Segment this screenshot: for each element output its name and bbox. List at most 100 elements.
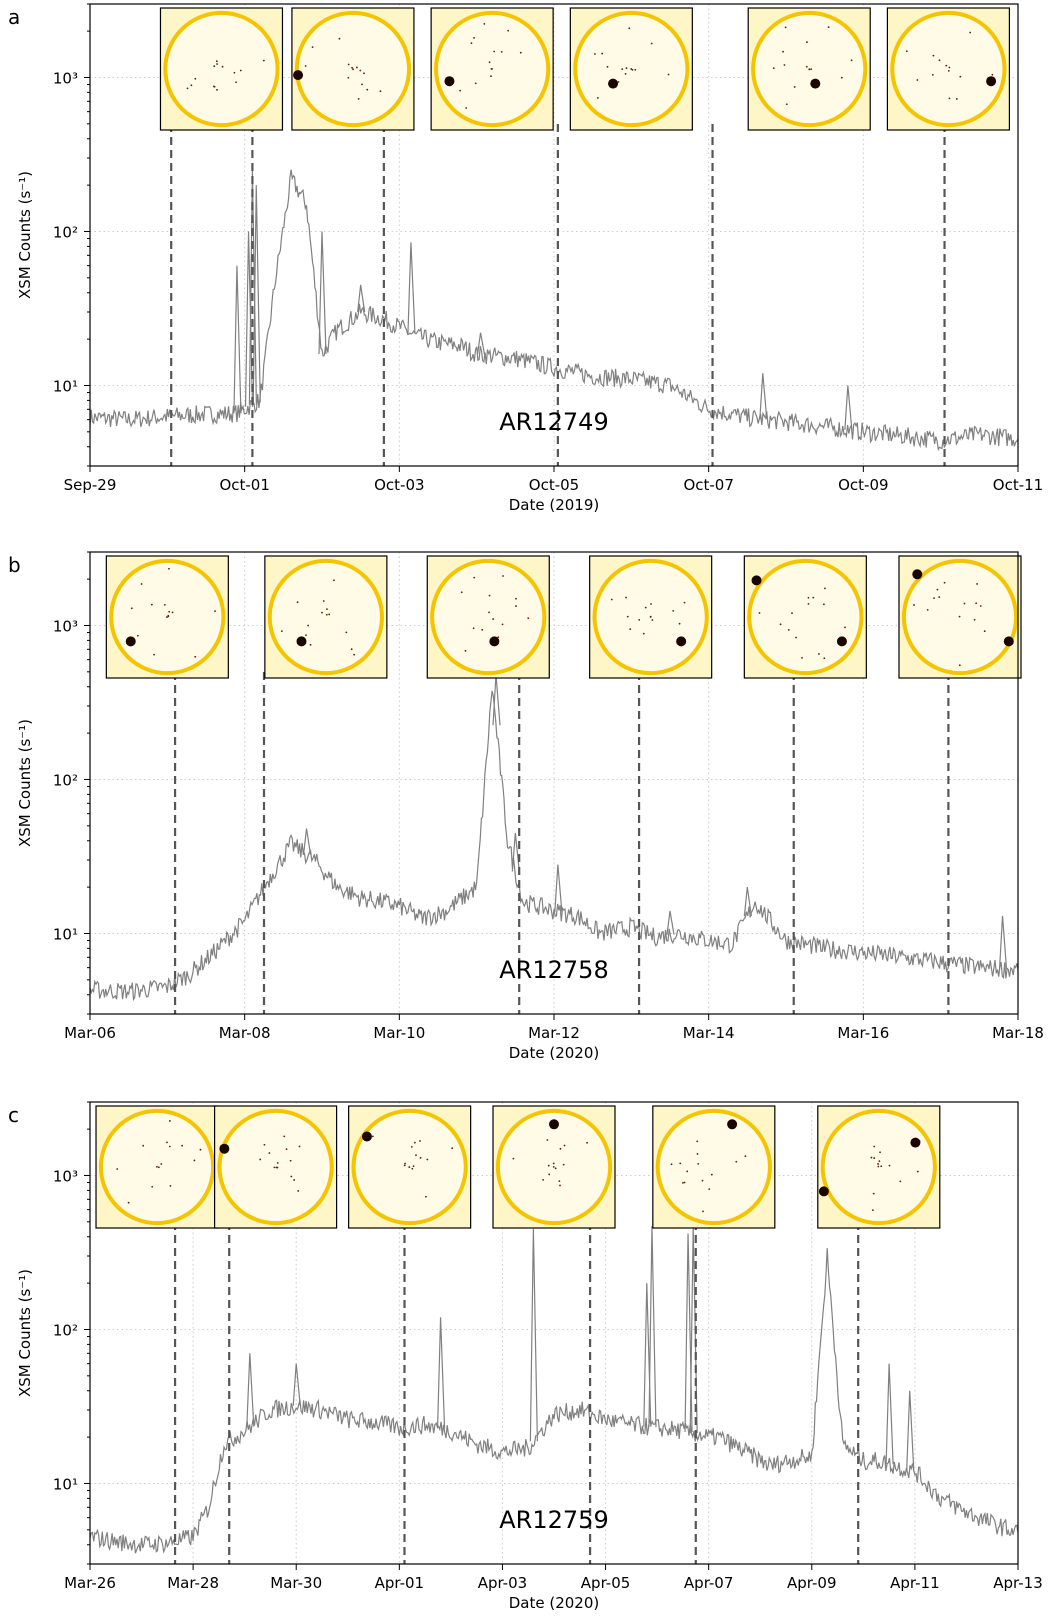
flare-spike	[529, 1228, 538, 1442]
sun-speck	[563, 1144, 566, 1147]
y-tick-label: 10³	[53, 69, 78, 87]
sun-speck	[824, 587, 826, 590]
sun-speck	[634, 68, 637, 71]
sun-image-inset	[743, 555, 867, 679]
sun-speck	[926, 609, 929, 611]
sun-speck	[412, 1165, 415, 1168]
sun-speck	[548, 1173, 551, 1176]
sun-speck	[651, 619, 654, 621]
sun-speck	[199, 1148, 202, 1151]
sun-image-inset	[105, 555, 229, 679]
sun-speck	[473, 576, 476, 579]
sun-image-inset	[817, 1105, 941, 1229]
active-region-spot	[676, 636, 687, 647]
y-tick-label: 10³	[53, 617, 78, 635]
sun-speck	[586, 1141, 588, 1144]
sun-speck	[552, 1165, 555, 1168]
sun-speck	[424, 1195, 427, 1198]
sun-image-inset	[159, 7, 284, 131]
sun-speck	[870, 1156, 873, 1159]
sun-speck	[130, 607, 133, 610]
sun-speck	[216, 63, 218, 65]
sun-speck	[672, 609, 675, 612]
sun-speck	[873, 1157, 876, 1159]
sun-speck	[419, 1140, 421, 1142]
sun-speck	[808, 68, 811, 71]
sun-speck	[795, 636, 797, 639]
y-tick-label: 10²	[53, 223, 78, 241]
sun-speck	[493, 50, 496, 53]
sun-speck	[309, 643, 312, 646]
flare-spike	[511, 832, 520, 872]
sun-disk	[217, 1108, 334, 1226]
sun-speck	[626, 615, 629, 618]
sun-speck	[735, 1160, 738, 1163]
x-tick-label: Apr-01	[375, 1574, 425, 1592]
y-tick-label: 10²	[53, 771, 78, 789]
x-tick-label: Mar-26	[64, 1574, 116, 1592]
sun-speck	[628, 27, 631, 30]
sun-speck	[983, 630, 986, 633]
sun-speck	[151, 1185, 154, 1188]
sun-speck	[527, 617, 530, 620]
sun-image-inset	[426, 555, 550, 679]
sun-speck	[606, 65, 609, 68]
sun-speck	[116, 1168, 119, 1170]
series-line	[90, 1248, 1018, 1554]
sun-speck	[404, 1162, 406, 1165]
active-region-annotation: AR12759	[499, 1506, 608, 1534]
sun-speck	[840, 76, 843, 79]
sun-speck	[702, 1210, 704, 1213]
x-tick-label: Oct-01	[219, 476, 269, 494]
sun-speck	[352, 68, 354, 71]
sun-speck	[213, 85, 216, 88]
sun-disk	[747, 558, 864, 676]
sun-speck	[973, 618, 976, 621]
active-region-spot	[727, 1119, 738, 1130]
sun-speck	[322, 600, 325, 602]
sun-speck	[758, 612, 761, 614]
sun-speck	[976, 583, 978, 585]
sun-speck	[474, 82, 477, 85]
sun-speck	[642, 632, 645, 635]
sun-speck	[877, 1163, 879, 1165]
flare-spikes	[233, 170, 853, 430]
sun-speck	[625, 67, 628, 69]
sun-speck	[916, 79, 919, 81]
sun-speck	[558, 1180, 561, 1183]
sun-speck	[464, 649, 467, 652]
sun-speck	[969, 31, 972, 34]
sun-speck	[905, 50, 908, 53]
sun-speck	[488, 61, 491, 64]
sun-speck	[500, 51, 503, 53]
sun-speck	[333, 579, 335, 582]
sun-speck	[357, 97, 360, 100]
y-tick-label: 10¹	[53, 1475, 78, 1493]
sun-speck	[678, 622, 681, 625]
sun-speck	[936, 588, 939, 591]
sun-speck	[410, 1145, 413, 1148]
sun-speck	[594, 53, 596, 55]
sun-speck	[328, 613, 331, 616]
sun-speck	[167, 615, 170, 618]
active-region-spot	[444, 76, 455, 87]
sun-speck	[298, 1145, 301, 1148]
sun-speck	[153, 653, 155, 656]
sun-speck	[194, 77, 197, 80]
flare-spike	[648, 1225, 657, 1428]
sun-speck	[542, 1178, 545, 1181]
sun-speck	[945, 64, 948, 67]
sun-speck	[601, 52, 604, 55]
sun-speck	[933, 597, 935, 599]
sun-speck	[772, 67, 775, 70]
sun-speck	[596, 97, 599, 99]
sun-speck	[955, 98, 958, 100]
active-region-annotation: AR12758	[499, 956, 608, 984]
active-region-spot	[986, 76, 997, 87]
sun-image-inset	[492, 1105, 616, 1229]
active-region-spot	[1003, 636, 1014, 647]
flare-spike	[244, 231, 254, 407]
flare-spike	[844, 385, 853, 430]
sun-speck	[644, 606, 647, 609]
